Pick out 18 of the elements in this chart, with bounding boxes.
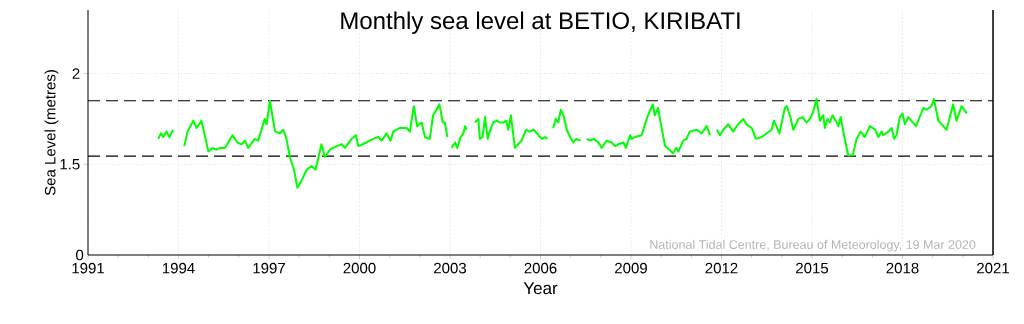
x-tick-label: 2018 bbox=[886, 262, 919, 274]
x-tick-label: 2009 bbox=[615, 262, 647, 274]
x-tick-label: 1997 bbox=[253, 262, 285, 274]
x-tick-label: 2021 bbox=[977, 262, 1009, 274]
x-tick-label: 2003 bbox=[434, 262, 467, 274]
x-tick-label: 1991 bbox=[72, 262, 104, 274]
x-tick-label: 1994 bbox=[162, 262, 195, 274]
y-tick-label: 2 bbox=[72, 68, 80, 79]
text: 0 bbox=[76, 249, 84, 261]
y-axis-title: Sea Level (metres) bbox=[44, 70, 59, 196]
x-tick-label: 2012 bbox=[705, 262, 738, 274]
annotation: National Tidal Centre, Bureau of Meteorology, 19 Mar 2020 bbox=[650, 239, 976, 252]
x-tick-label: 2000 bbox=[343, 262, 376, 274]
x-tick-label: 2006 bbox=[524, 262, 557, 274]
x-axis-title: Year bbox=[523, 282, 558, 295]
y-tick-label: 1.5 bbox=[60, 159, 80, 170]
x-tick-label: 2015 bbox=[796, 262, 829, 274]
chart-title: Monthly sea level at BETIO, KIRIBATI bbox=[341, 11, 740, 34]
